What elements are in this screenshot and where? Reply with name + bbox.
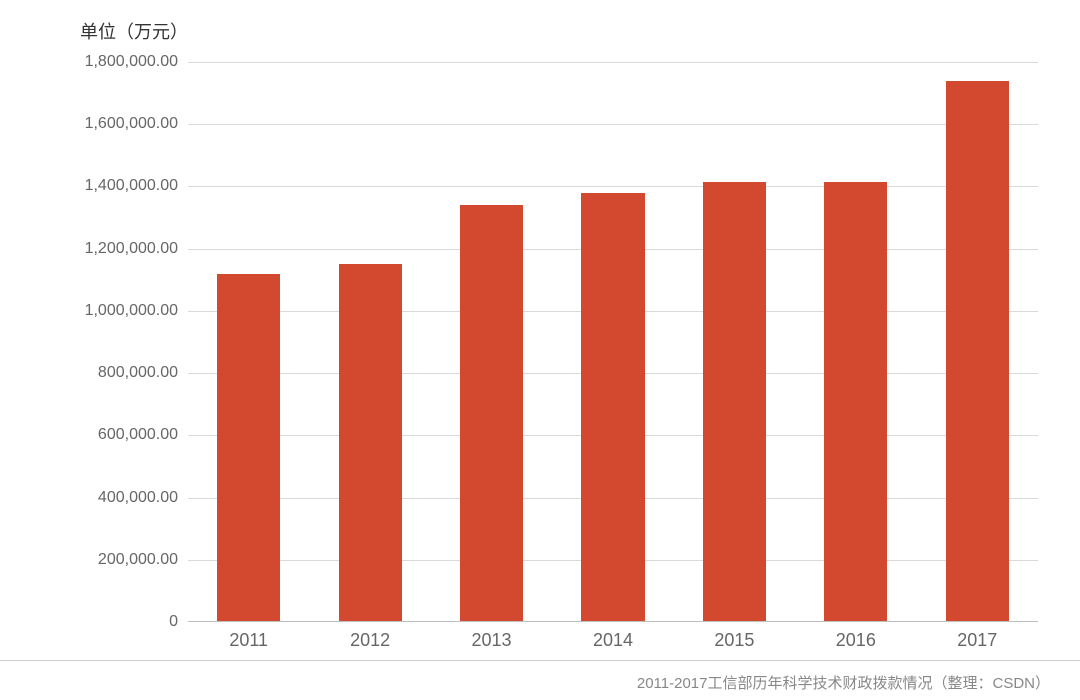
bar (824, 182, 887, 622)
xtick-label: 2012 (350, 630, 390, 651)
bar-slot: 2011 (188, 62, 309, 622)
bar (703, 182, 766, 622)
ytick-label: 1,200,000.00 (85, 240, 178, 258)
ytick-label: 1,400,000.00 (85, 177, 178, 195)
unit-label: 单位（万元） (80, 18, 188, 44)
bar-slot: 2013 (431, 62, 552, 622)
ytick-label: 0 (169, 613, 178, 631)
bar (339, 264, 402, 622)
xtick-label: 2016 (836, 630, 876, 651)
bar (460, 205, 523, 622)
bar-slot: 2015 (674, 62, 795, 622)
ytick-label: 1,600,000.00 (85, 115, 178, 133)
bar-slot: 2014 (552, 62, 673, 622)
xtick-label: 2015 (714, 630, 754, 651)
ytick-label: 1,800,000.00 (85, 53, 178, 71)
ytick-label: 200,000.00 (98, 551, 178, 569)
ytick-label: 800,000.00 (98, 364, 178, 382)
bar-slot: 2012 (309, 62, 430, 622)
xtick-label: 2013 (472, 630, 512, 651)
ytick-label: 400,000.00 (98, 489, 178, 507)
bar-slot: 2016 (795, 62, 916, 622)
bars-group: 2011201220132014201520162017 (188, 62, 1038, 622)
ytick-label: 600,000.00 (98, 426, 178, 444)
x-axis-line (188, 621, 1038, 622)
bar-slot: 2017 (917, 62, 1038, 622)
bar (946, 81, 1009, 622)
bar (217, 274, 280, 622)
xtick-label: 2011 (229, 630, 268, 651)
bar (581, 193, 644, 622)
xtick-label: 2014 (593, 630, 633, 651)
plot-area: 0200,000.00400,000.00600,000.00800,000.0… (188, 62, 1038, 622)
xtick-label: 2017 (957, 630, 997, 651)
footer-caption: 2011-2017工信部历年科学技术财政拨款情况（整理：CSDN） (637, 672, 1050, 693)
footer-divider (0, 660, 1080, 661)
ytick-label: 1,000,000.00 (85, 302, 178, 320)
chart-container: 单位（万元） 0200,000.00400,000.00600,000.0080… (0, 0, 1080, 700)
